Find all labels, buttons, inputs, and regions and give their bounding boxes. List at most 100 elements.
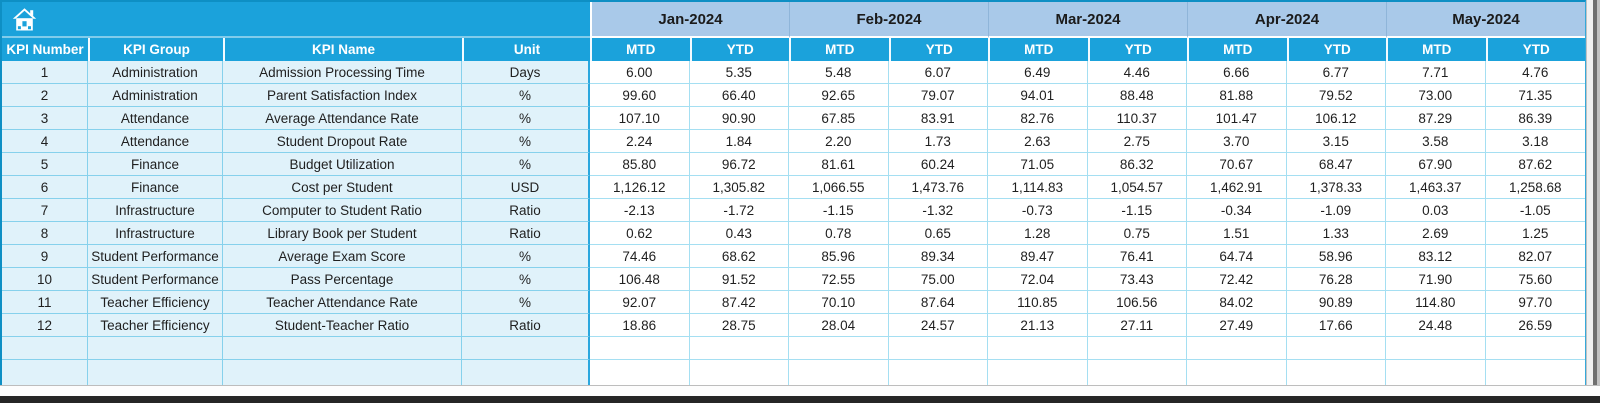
period-header-ytd[interactable]: YTD xyxy=(689,38,789,61)
kpi-group-cell[interactable]: Student Performance xyxy=(88,268,223,291)
empty-cell[interactable] xyxy=(1187,337,1287,360)
value-cell-apr-2024-ytd[interactable]: 6.77 xyxy=(1286,61,1386,84)
value-cell-jan-2024-ytd[interactable]: 68.62 xyxy=(689,245,789,268)
value-cell-apr-2024-mtd[interactable]: 101.47 xyxy=(1187,107,1287,130)
value-cell-may-2024-mtd[interactable]: 87.29 xyxy=(1386,107,1486,130)
unit-cell[interactable]: % xyxy=(462,84,590,107)
kpi-group-cell[interactable]: Student Performance xyxy=(88,245,223,268)
unit-cell[interactable]: Ratio xyxy=(462,314,590,337)
kpi-number-cell[interactable]: 5 xyxy=(2,153,88,176)
value-cell-jan-2024-mtd[interactable]: 106.48 xyxy=(590,268,690,291)
value-cell-jan-2024-mtd[interactable]: 74.46 xyxy=(590,245,690,268)
period-header-ytd[interactable]: YTD xyxy=(1087,38,1187,61)
empty-cell[interactable] xyxy=(1386,360,1486,387)
value-cell-may-2024-mtd[interactable]: 83.12 xyxy=(1386,245,1486,268)
period-header-mtd[interactable]: MTD xyxy=(1386,38,1486,61)
period-header-ytd[interactable]: YTD xyxy=(888,38,988,61)
value-cell-mar-2024-ytd[interactable]: 2.75 xyxy=(1087,130,1187,153)
value-cell-may-2024-ytd[interactable]: 75.60 xyxy=(1485,268,1585,291)
value-cell-mar-2024-ytd[interactable]: -1.15 xyxy=(1087,199,1187,222)
unit-cell[interactable]: % xyxy=(462,107,590,130)
unit-cell[interactable]: Ratio xyxy=(462,199,590,222)
kpi-group-cell[interactable]: Infrastructure xyxy=(88,222,223,245)
empty-cell[interactable] xyxy=(88,337,223,360)
kpi-number-cell[interactable]: 8 xyxy=(2,222,88,245)
unit-cell[interactable]: % xyxy=(462,291,590,314)
kpi-group-cell[interactable]: Teacher Efficiency xyxy=(88,291,223,314)
value-cell-may-2024-ytd[interactable]: 97.70 xyxy=(1485,291,1585,314)
kpi-name-cell[interactable]: Cost per Student xyxy=(223,176,462,199)
value-cell-mar-2024-mtd[interactable]: 1.28 xyxy=(988,222,1088,245)
value-cell-feb-2024-mtd[interactable]: 5.48 xyxy=(789,61,889,84)
value-cell-mar-2024-mtd[interactable]: 21.13 xyxy=(988,314,1088,337)
value-cell-mar-2024-ytd[interactable]: 0.75 xyxy=(1087,222,1187,245)
empty-cell[interactable] xyxy=(1485,337,1585,360)
period-header-mtd[interactable]: MTD xyxy=(590,38,690,61)
value-cell-apr-2024-mtd[interactable]: 81.88 xyxy=(1187,84,1287,107)
value-cell-jan-2024-mtd[interactable]: 85.80 xyxy=(590,153,690,176)
kpi-number-cell[interactable]: 6 xyxy=(2,176,88,199)
value-cell-may-2024-mtd[interactable]: 71.90 xyxy=(1386,268,1486,291)
value-cell-may-2024-mtd[interactable]: 0.03 xyxy=(1386,199,1486,222)
kpi-name-cell[interactable]: Library Book per Student xyxy=(223,222,462,245)
empty-cell[interactable] xyxy=(88,360,223,387)
value-cell-apr-2024-ytd[interactable]: 1,378.33 xyxy=(1286,176,1386,199)
value-cell-apr-2024-mtd[interactable]: 1.51 xyxy=(1187,222,1287,245)
value-cell-mar-2024-mtd[interactable]: 110.85 xyxy=(988,291,1088,314)
value-cell-feb-2024-ytd[interactable]: 0.65 xyxy=(888,222,988,245)
period-header-mtd[interactable]: MTD xyxy=(1187,38,1287,61)
month-header-jan-2024[interactable]: Jan-2024 xyxy=(590,2,789,38)
value-cell-mar-2024-ytd[interactable]: 27.11 xyxy=(1087,314,1187,337)
value-cell-apr-2024-mtd[interactable]: 27.49 xyxy=(1187,314,1287,337)
value-cell-may-2024-ytd[interactable]: 3.18 xyxy=(1485,130,1585,153)
value-cell-mar-2024-mtd[interactable]: 6.49 xyxy=(988,61,1088,84)
value-cell-may-2024-mtd[interactable]: 3.58 xyxy=(1386,130,1486,153)
value-cell-jan-2024-ytd[interactable]: 66.40 xyxy=(689,84,789,107)
kpi-number-cell[interactable]: 10 xyxy=(2,268,88,291)
kpi-number-cell[interactable]: 12 xyxy=(2,314,88,337)
month-header-mar-2024[interactable]: Mar-2024 xyxy=(988,2,1187,38)
value-cell-feb-2024-mtd[interactable]: 70.10 xyxy=(789,291,889,314)
value-cell-may-2024-mtd[interactable]: 114.80 xyxy=(1386,291,1486,314)
value-cell-jan-2024-mtd[interactable]: -2.13 xyxy=(590,199,690,222)
value-cell-jan-2024-ytd[interactable]: 1,305.82 xyxy=(689,176,789,199)
value-cell-apr-2024-mtd[interactable]: 72.42 xyxy=(1187,268,1287,291)
kpi-number-cell[interactable]: 9 xyxy=(2,245,88,268)
value-cell-may-2024-ytd[interactable]: 1,258.68 xyxy=(1485,176,1585,199)
empty-cell[interactable] xyxy=(689,337,789,360)
value-cell-feb-2024-ytd[interactable]: 1,473.76 xyxy=(888,176,988,199)
value-cell-feb-2024-mtd[interactable]: 1,066.55 xyxy=(789,176,889,199)
value-cell-may-2024-mtd[interactable]: 1,463.37 xyxy=(1386,176,1486,199)
value-cell-apr-2024-ytd[interactable]: 1.33 xyxy=(1286,222,1386,245)
empty-cell[interactable] xyxy=(988,337,1088,360)
kpi-name-cell[interactable]: Average Exam Score xyxy=(223,245,462,268)
value-cell-feb-2024-mtd[interactable]: 2.20 xyxy=(789,130,889,153)
unit-cell[interactable]: % xyxy=(462,153,590,176)
empty-cell[interactable] xyxy=(1187,360,1287,387)
empty-cell[interactable] xyxy=(789,360,889,387)
kpi-number-cell[interactable]: 11 xyxy=(2,291,88,314)
period-header-ytd[interactable]: YTD xyxy=(1485,38,1585,61)
kpi-group-cell[interactable]: Administration xyxy=(88,84,223,107)
kpi-name-cell[interactable]: Average Attendance Rate xyxy=(223,107,462,130)
kpi-number-cell[interactable]: 2 xyxy=(2,84,88,107)
value-cell-may-2024-mtd[interactable]: 24.48 xyxy=(1386,314,1486,337)
value-cell-jan-2024-mtd[interactable]: 92.07 xyxy=(590,291,690,314)
col-header-unit[interactable]: Unit xyxy=(462,38,590,61)
value-cell-feb-2024-mtd[interactable]: 92.65 xyxy=(789,84,889,107)
value-cell-mar-2024-ytd[interactable]: 110.37 xyxy=(1087,107,1187,130)
value-cell-mar-2024-mtd[interactable]: 2.63 xyxy=(988,130,1088,153)
value-cell-apr-2024-ytd[interactable]: 68.47 xyxy=(1286,153,1386,176)
value-cell-jan-2024-ytd[interactable]: 1.84 xyxy=(689,130,789,153)
value-cell-apr-2024-ytd[interactable]: 3.15 xyxy=(1286,130,1386,153)
col-header-kpi-number[interactable]: KPI Number xyxy=(2,38,88,61)
value-cell-apr-2024-ytd[interactable]: 17.66 xyxy=(1286,314,1386,337)
value-cell-apr-2024-ytd[interactable]: 58.96 xyxy=(1286,245,1386,268)
empty-cell[interactable] xyxy=(689,360,789,387)
value-cell-mar-2024-ytd[interactable]: 106.56 xyxy=(1087,291,1187,314)
value-cell-apr-2024-mtd[interactable]: -0.34 xyxy=(1187,199,1287,222)
value-cell-apr-2024-ytd[interactable]: 76.28 xyxy=(1286,268,1386,291)
kpi-name-cell[interactable]: Student Dropout Rate xyxy=(223,130,462,153)
home-button[interactable] xyxy=(10,6,38,32)
value-cell-feb-2024-ytd[interactable]: -1.32 xyxy=(888,199,988,222)
